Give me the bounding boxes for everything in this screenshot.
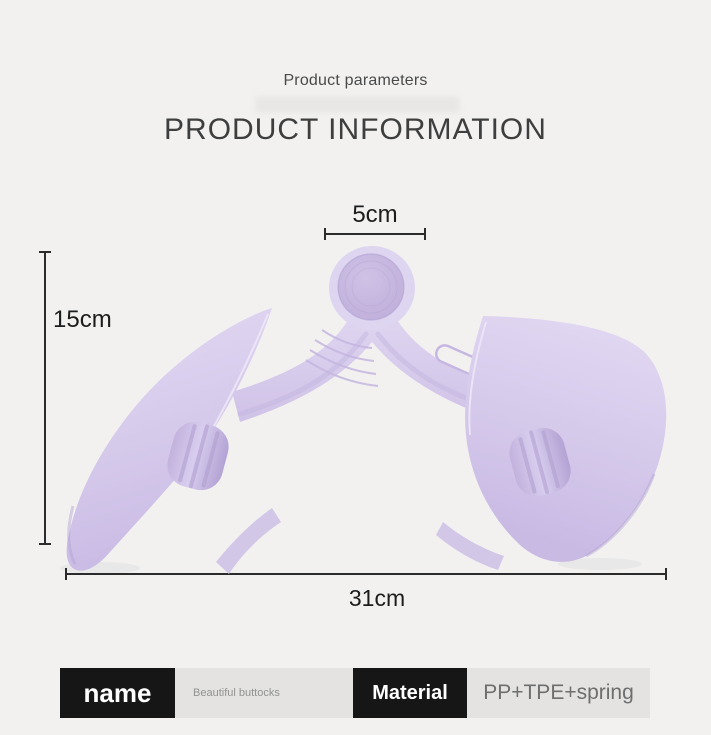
- left-lower-lip: [216, 508, 281, 574]
- right-wing-pad: [465, 316, 667, 562]
- right-wing-highlight: [468, 321, 487, 436]
- spec-material-label: Material: [353, 668, 467, 718]
- right-spring-knob: [509, 427, 571, 497]
- dimension-top-label: 5cm: [352, 201, 398, 228]
- dimension-bottom-tick-left: [65, 568, 67, 580]
- right-lower-lip: [436, 522, 504, 570]
- spec-name-label: name: [60, 668, 175, 718]
- faded-watermark: [255, 96, 460, 113]
- spec-material-value: PP+TPE+spring: [467, 668, 650, 718]
- spec-table: name Beautiful buttocks Material PP+TPE+…: [60, 668, 650, 718]
- dimension-bottom-line: [66, 573, 667, 575]
- dimension-height-line: [44, 252, 46, 545]
- dimension-top-line: [325, 233, 425, 235]
- left-wing-shading: [67, 505, 77, 565]
- top-disc-pad: [338, 254, 404, 320]
- dimension-height-label: 15cm: [53, 306, 112, 333]
- product-arms: [232, 308, 524, 426]
- neck-ridges: [305, 329, 379, 387]
- left-spring-knob: [167, 421, 229, 491]
- product-image: [60, 246, 667, 574]
- page-title: PRODUCT INFORMATION: [164, 113, 547, 146]
- dimension-total-width-label: 31cm: [348, 585, 406, 611]
- right-wing-shading: [585, 473, 656, 558]
- spec-name-value: Beautiful buttocks: [175, 668, 353, 718]
- top-disc-texture: [337, 253, 405, 321]
- dimension-height-tick-bottom: [39, 543, 51, 545]
- dimension-height-tick-top: [39, 251, 51, 253]
- dimension-top-tick-left: [324, 228, 326, 240]
- arm-left-shading: [237, 331, 369, 417]
- left-wing-pad: [66, 308, 272, 571]
- shadow-right: [558, 558, 642, 570]
- dimension-bottom-tick-right: [665, 568, 667, 580]
- dimension-top-tick-right: [424, 228, 426, 240]
- eyebrow-text: Product parameters: [283, 72, 428, 89]
